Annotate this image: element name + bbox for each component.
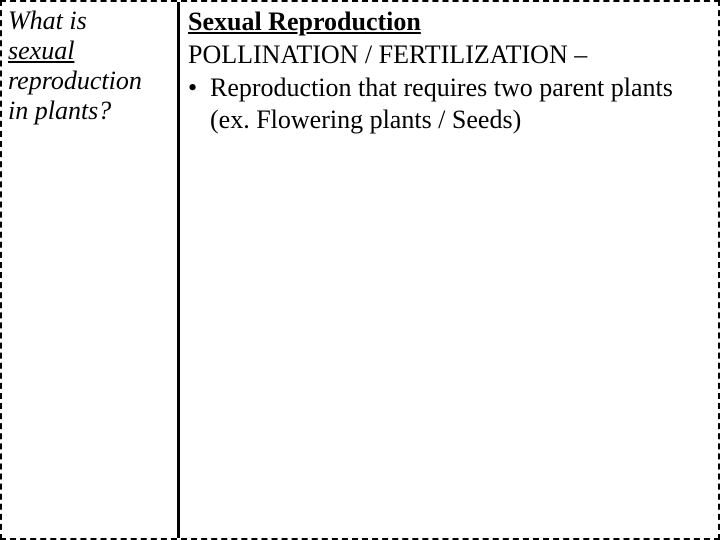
- cue-column: What is sexual reproduction in plants?: [2, 2, 177, 538]
- bullet-text: Reproduction that requires two parent pl…: [210, 72, 710, 134]
- notes-slide: What is sexual reproduction in plants? S…: [0, 0, 720, 540]
- cue-line-underlined: sexual: [8, 36, 171, 66]
- notes-subheading: POLLINATION / FERTILIZATION –: [188, 39, 710, 70]
- bullet-item: • Reproduction that requires two parent …: [188, 72, 710, 134]
- cue-line: in plants?: [8, 96, 171, 126]
- notes-heading: Sexual Reproduction: [188, 6, 710, 37]
- cue-line: What is: [8, 6, 171, 36]
- notes-column: Sexual Reproduction POLLINATION / FERTIL…: [180, 2, 718, 538]
- cue-line: reproduction: [8, 66, 171, 96]
- bullet-mark: •: [188, 72, 210, 103]
